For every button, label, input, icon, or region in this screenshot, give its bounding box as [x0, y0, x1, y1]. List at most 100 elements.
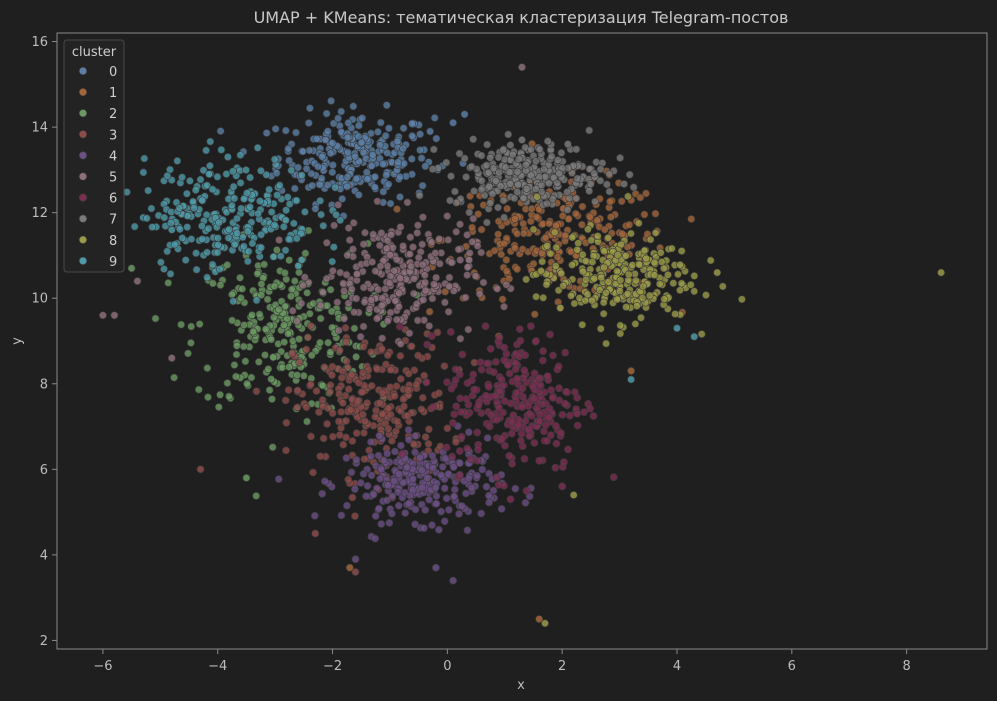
point — [248, 311, 256, 319]
point — [463, 263, 472, 272]
point — [293, 403, 302, 412]
point — [392, 382, 401, 391]
point — [416, 146, 424, 154]
point — [552, 421, 560, 430]
point — [198, 196, 207, 205]
point — [667, 244, 676, 253]
point — [326, 381, 335, 390]
point — [561, 399, 569, 408]
point — [382, 101, 391, 110]
point — [410, 366, 419, 375]
point — [656, 248, 665, 257]
point — [386, 383, 394, 392]
point — [256, 166, 265, 175]
point — [292, 317, 301, 325]
point — [578, 267, 587, 276]
point — [473, 428, 482, 437]
point — [328, 139, 337, 147]
point — [276, 252, 285, 260]
point — [192, 265, 201, 274]
x-tick-label: 4 — [673, 659, 681, 674]
point — [505, 451, 514, 460]
point — [343, 173, 352, 182]
point — [413, 228, 422, 237]
legend-marker-5 — [78, 172, 88, 181]
point — [528, 382, 537, 390]
point — [271, 124, 280, 133]
point — [600, 225, 609, 234]
point — [326, 285, 335, 294]
point — [257, 243, 265, 252]
point — [356, 478, 365, 487]
point — [571, 388, 579, 396]
point — [586, 180, 595, 189]
point — [490, 246, 499, 255]
point — [522, 184, 531, 193]
point — [513, 167, 522, 176]
point — [519, 194, 528, 202]
point — [371, 512, 380, 520]
point — [456, 334, 465, 343]
point — [384, 404, 393, 413]
point — [268, 395, 276, 403]
point — [246, 173, 254, 182]
point — [440, 362, 449, 370]
point — [367, 295, 376, 304]
point — [547, 152, 556, 161]
point — [492, 415, 501, 424]
point — [455, 510, 463, 518]
point — [488, 189, 497, 198]
point — [621, 251, 630, 260]
point-outlier — [627, 375, 635, 384]
point-outlier — [426, 127, 434, 136]
point — [197, 222, 206, 230]
legend-label-0: 0 — [109, 65, 117, 80]
point — [477, 185, 486, 194]
point — [367, 452, 375, 461]
point — [308, 181, 317, 190]
point — [474, 401, 483, 409]
point — [352, 294, 361, 303]
point — [483, 434, 492, 442]
point — [369, 490, 378, 499]
point — [543, 241, 552, 250]
point — [455, 149, 464, 158]
point — [428, 165, 437, 173]
point — [471, 272, 480, 280]
point — [388, 492, 397, 500]
point — [634, 219, 643, 228]
point — [411, 448, 419, 457]
point — [532, 213, 541, 221]
point — [392, 255, 401, 264]
point — [263, 295, 272, 304]
point — [543, 436, 551, 445]
point — [444, 505, 453, 514]
legend-label-1: 1 — [109, 86, 117, 101]
point — [377, 229, 386, 237]
point — [623, 289, 632, 298]
point — [164, 278, 173, 287]
point — [530, 438, 539, 447]
point — [399, 144, 407, 153]
point — [559, 281, 568, 290]
legend-title: cluster — [72, 45, 117, 60]
point — [515, 325, 524, 333]
point — [391, 296, 400, 305]
point — [519, 229, 528, 238]
point — [323, 127, 332, 136]
point — [192, 249, 200, 258]
point — [467, 162, 476, 171]
point — [674, 270, 682, 279]
point — [303, 288, 311, 297]
point — [344, 385, 353, 394]
point — [554, 362, 563, 371]
point — [175, 203, 184, 212]
point — [359, 322, 368, 331]
point — [660, 295, 669, 304]
point — [203, 364, 212, 372]
point — [257, 230, 265, 239]
point — [552, 439, 561, 448]
point — [318, 152, 327, 161]
point — [650, 271, 659, 279]
point — [184, 349, 192, 358]
